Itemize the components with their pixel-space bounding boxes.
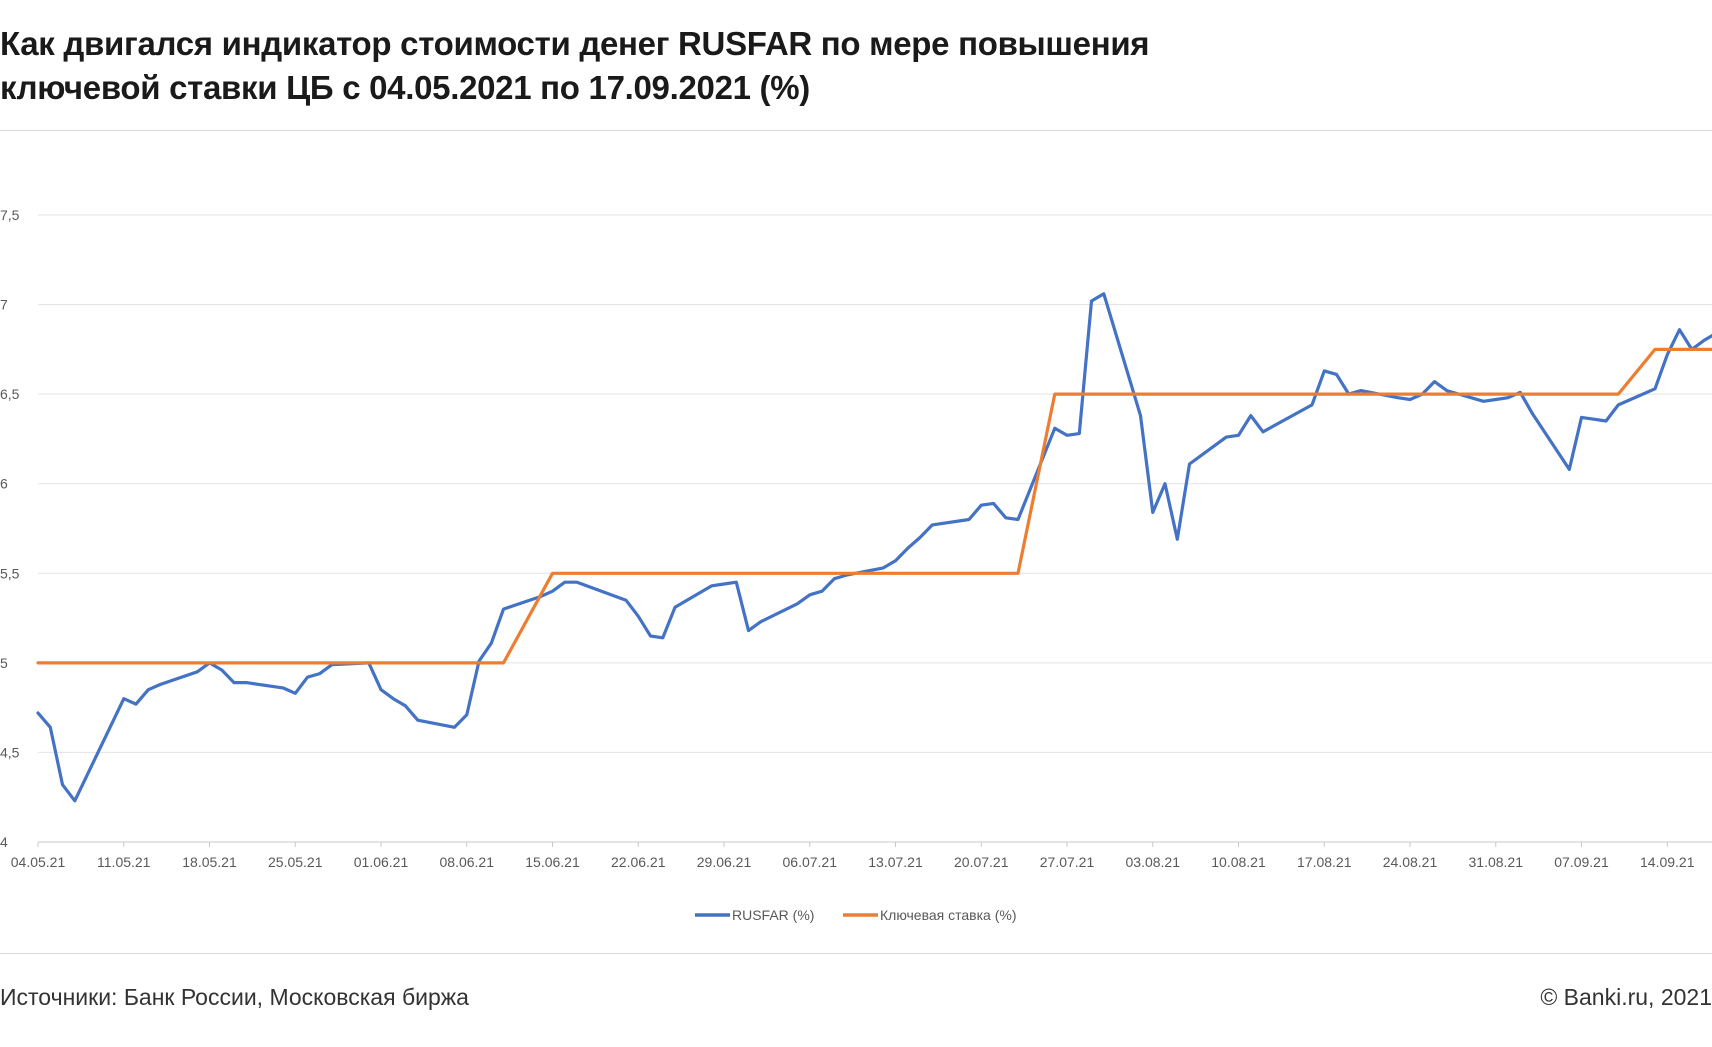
x-tick-label: 27.07.21 xyxy=(1040,854,1095,870)
x-tick-label: 03.08.21 xyxy=(1126,854,1181,870)
x-tick-label: 11.05.21 xyxy=(97,854,151,870)
x-tick-label: 17.08.21 xyxy=(1297,854,1352,870)
x-tick-label: 31.08.21 xyxy=(1469,854,1524,870)
y-tick-label: 7 xyxy=(0,297,8,313)
x-tick-label: 25.05.21 xyxy=(268,854,323,870)
y-tick-label: 4 xyxy=(0,834,8,850)
y-tick-label: 6,5 xyxy=(0,386,20,402)
chart-title-line-1: Как двигался индикатор стоимости денег R… xyxy=(0,25,1150,62)
y-tick-label: 6 xyxy=(0,476,8,492)
y-tick-label: 5,5 xyxy=(0,565,20,581)
chart-title-line-2: ключевой ставки ЦБ с 04.05.2021 по 17.09… xyxy=(0,69,810,106)
legend: RUSFAR (%) Ключевая ставка (%) xyxy=(695,907,1017,923)
line-chart: 4 4,5 5 5,5 6 6,5 7 7,5 04.05.21 11.05.21 18.05.2… xyxy=(0,207,1712,923)
x-tick-label: 22.06.21 xyxy=(611,854,666,870)
sources-note: Источники: Банк России, Московская биржа xyxy=(0,984,469,1010)
y-axis-ticks: 4 4,5 5 5,5 6 6,5 7 7,5 xyxy=(0,207,20,850)
grid xyxy=(38,214,1712,843)
x-tick-label: 29.06.21 xyxy=(697,854,752,870)
x-tick-label: 13.07.21 xyxy=(868,854,923,870)
copyright-note: © Banki.ru, 2021 xyxy=(1540,984,1712,1010)
x-tick-label: 10.08.21 xyxy=(1211,854,1266,870)
y-tick-label: 5 xyxy=(0,655,8,671)
x-tick-label: 24.08.21 xyxy=(1383,854,1438,870)
x-axis-ticks: 04.05.21 11.05.21 18.05.21 25.05.21 01.06.21… xyxy=(11,842,1695,870)
x-tick-label: 08.06.21 xyxy=(440,854,495,870)
x-tick-label: 20.07.21 xyxy=(954,854,1009,870)
chart-title: Как двигался индикатор стоимости денег R… xyxy=(0,22,1300,110)
y-tick-label: 4,5 xyxy=(0,744,20,760)
series-lines xyxy=(36,292,1712,803)
header-divider xyxy=(0,130,1712,131)
x-tick-label: 18.05.21 xyxy=(182,854,237,870)
x-tick-label: 15.06.21 xyxy=(525,854,580,870)
x-tick-label: 14.09.21 xyxy=(1640,854,1695,870)
legend-label: Ключевая ставка (%) xyxy=(880,907,1017,923)
legend-label: RUSFAR (%) xyxy=(732,907,814,923)
x-tick-label: 01.06.21 xyxy=(354,854,409,870)
series-line-key-rate xyxy=(36,347,1712,665)
series-line-rusfar xyxy=(36,292,1712,803)
x-tick-label: 07.09.21 xyxy=(1554,854,1609,870)
footer-divider xyxy=(0,953,1712,954)
y-tick-label: 7,5 xyxy=(0,207,20,223)
x-tick-label: 06.07.21 xyxy=(783,854,838,870)
x-tick-label: 04.05.21 xyxy=(11,854,66,870)
